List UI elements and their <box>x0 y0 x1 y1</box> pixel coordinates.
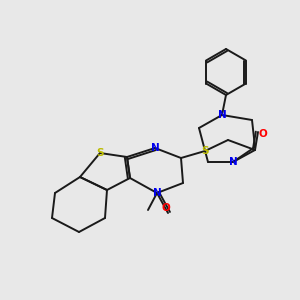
Text: N: N <box>151 143 159 153</box>
Text: O: O <box>162 203 170 213</box>
Text: N: N <box>153 188 161 198</box>
Text: S: S <box>201 146 209 156</box>
Text: S: S <box>96 148 104 158</box>
Text: O: O <box>259 129 267 139</box>
Text: N: N <box>229 157 237 167</box>
Text: N: N <box>218 110 226 120</box>
